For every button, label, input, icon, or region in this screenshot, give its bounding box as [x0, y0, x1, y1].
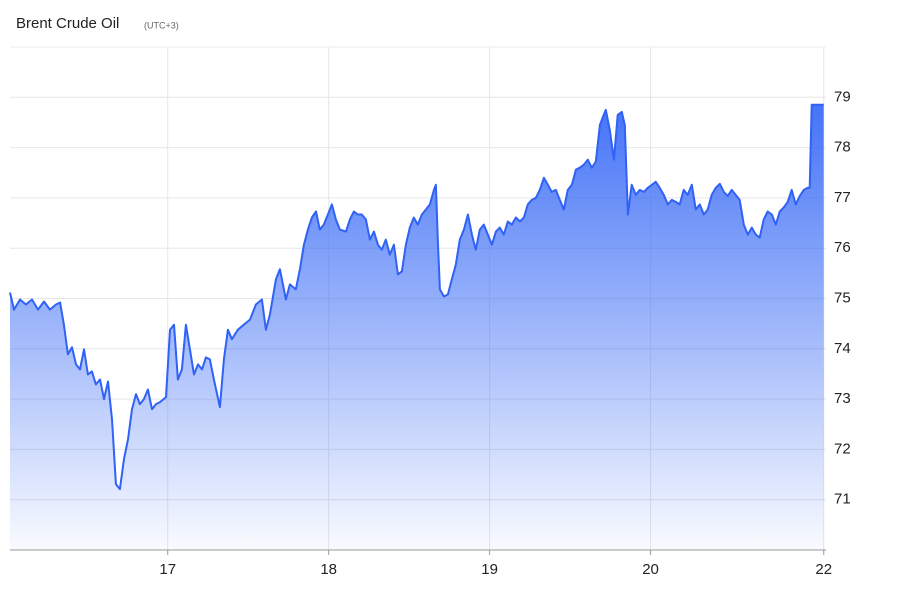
y-tick-label: 74 [834, 340, 851, 357]
y-tick-label: 77 [834, 189, 851, 206]
x-tick-label: 22 [815, 561, 832, 578]
x-tick-label: 17 [159, 561, 176, 578]
y-tick-label: 75 [834, 289, 851, 306]
chart-subtitle: (UTC+3) [144, 20, 179, 30]
y-tick-label: 72 [834, 440, 851, 457]
x-tick-label: 20 [642, 561, 659, 578]
y-tick-label: 78 [834, 139, 851, 156]
y-tick-label: 76 [834, 239, 851, 256]
x-tick-label: 19 [481, 561, 498, 578]
area-fill [10, 104, 824, 551]
y-tick-label: 71 [834, 491, 851, 508]
x-tick-label: 18 [320, 561, 337, 578]
chart-title: Brent Crude Oil [16, 15, 119, 32]
price-line [9, 103, 824, 491]
y-tick-label: 73 [834, 390, 851, 407]
y-tick-label: 79 [834, 88, 851, 105]
